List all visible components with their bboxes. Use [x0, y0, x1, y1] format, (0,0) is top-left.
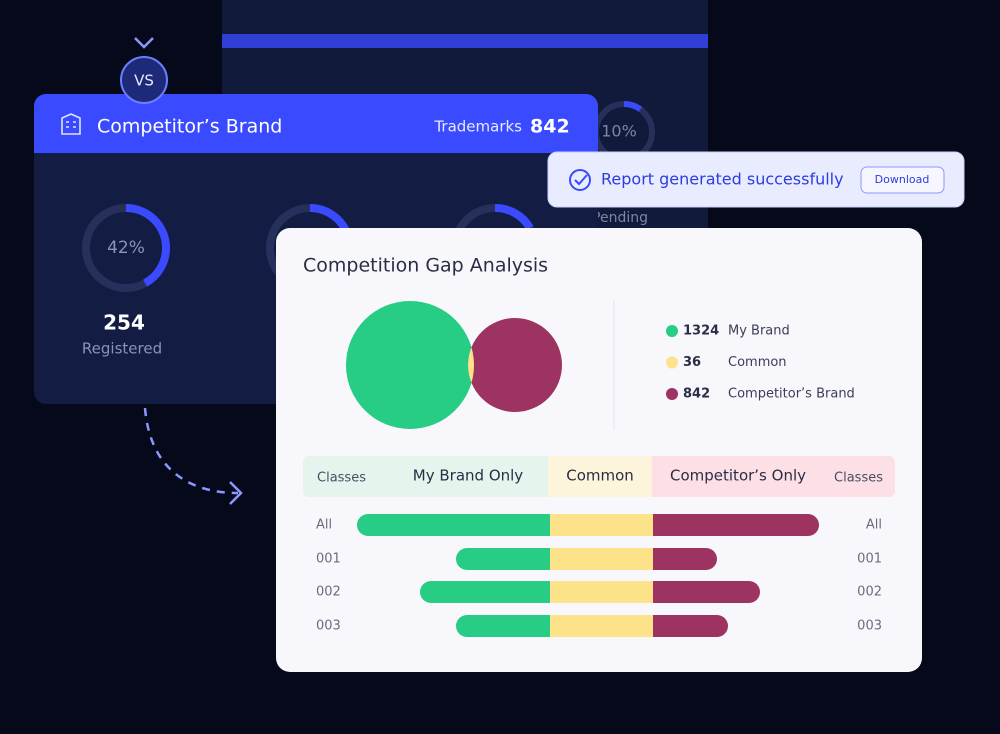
legend-dot: [666, 325, 678, 337]
legend-name: My Brand: [728, 324, 790, 339]
bar-my-brand: [357, 514, 572, 536]
row-label: 003: [857, 619, 882, 634]
legend-value: 1324: [683, 324, 719, 339]
row-label: 002: [857, 585, 882, 600]
card-header: [34, 94, 598, 153]
bar-common: [550, 514, 653, 536]
legend-name: Common: [728, 355, 787, 370]
row-label: All: [866, 518, 882, 533]
header-series: Competitor’s Only: [670, 467, 806, 485]
building-icon: [61, 113, 81, 135]
venn-competitor: [468, 318, 562, 412]
ring-label: 10%: [601, 122, 637, 141]
card-title: Competitor’s Brand: [97, 116, 282, 138]
chevron: [134, 37, 154, 49]
trademarks-count: 842: [530, 116, 570, 138]
bar-my-brand: [456, 615, 572, 637]
row-label: All: [316, 518, 332, 533]
bar-my-brand: [456, 548, 572, 570]
check-icon: [569, 169, 591, 191]
ring-label: 42%: [107, 238, 145, 258]
bar-common: [550, 615, 653, 637]
ring-arc: [82, 204, 170, 292]
header-series: Common: [566, 467, 634, 485]
trademarks-label: Trademarks: [433, 118, 522, 136]
header-my-brand: [303, 456, 548, 497]
bar-common: [550, 548, 653, 570]
bars: All All 001 001 002 002 003 003: [316, 514, 882, 637]
check-mark: [574, 174, 588, 186]
legend-value: 842: [683, 387, 710, 402]
row-label: 002: [316, 585, 341, 600]
venn-my-brand: [346, 301, 474, 429]
analysis-card: [276, 228, 922, 672]
download-label[interactable]: Download: [875, 173, 930, 186]
bar-competitor: [631, 514, 819, 536]
header-classes: Classes: [834, 471, 883, 486]
arrow-head: [229, 481, 243, 505]
row-label: 001: [316, 552, 341, 567]
status-label: Pending: [592, 210, 648, 226]
header-series: My Brand Only: [413, 467, 524, 485]
ring-arc: [593, 101, 655, 163]
registered-count: 254: [103, 311, 145, 335]
toast-message: Report generated successfully: [601, 170, 844, 189]
registered-label: Registered: [82, 340, 162, 358]
legend-value: 36: [683, 355, 701, 370]
vs-badge: [120, 56, 168, 104]
legend-dot: [666, 388, 678, 400]
row-label: 001: [857, 552, 882, 567]
bar-competitor: [631, 615, 728, 637]
download-button[interactable]: [860, 166, 945, 194]
header-classes: Classes: [317, 471, 366, 486]
row-label: 003: [316, 619, 341, 634]
vs-text: VS: [134, 72, 154, 90]
legend: 1324 My Brand 36 Common 842 Competitor’s Bran…: [666, 324, 855, 402]
bar-competitor: [631, 581, 760, 603]
legend-dot: [666, 356, 678, 369]
ring-arc: [494, 203, 534, 231]
toast: [547, 151, 965, 208]
header-common: [548, 456, 652, 497]
bar-my-brand: [420, 581, 572, 603]
dashed-arrow: [143, 407, 239, 495]
bar-common: [550, 581, 653, 603]
analysis-title: Competition Gap Analysis: [303, 255, 548, 277]
legend-name: Competitor’s Brand: [728, 387, 855, 402]
back-card-bar: [222, 34, 708, 48]
